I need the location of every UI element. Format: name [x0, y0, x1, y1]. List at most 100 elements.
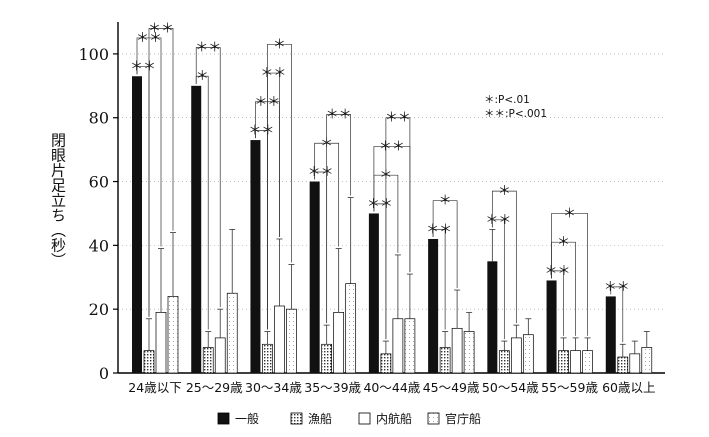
significance-bracket	[385, 117, 411, 340]
legend-label: 一般	[235, 411, 259, 426]
bar-solid	[487, 261, 498, 373]
significance-label: ＊	[439, 194, 452, 209]
bar-light	[582, 350, 593, 374]
bar-plain	[155, 312, 167, 374]
bar-dotted	[143, 350, 155, 374]
significance-label: ＊＊	[385, 111, 411, 126]
significance-label: ＊	[498, 184, 511, 199]
significance-legend-entry: ＊＊:P<.001	[484, 108, 547, 120]
bar-dotted	[202, 347, 214, 374]
bar-dotted	[262, 343, 273, 374]
x-tick-label: 60歳以上	[602, 380, 655, 395]
bar-solid	[546, 280, 557, 373]
significance-bracket	[610, 286, 624, 343]
legend-label: 官庁船	[445, 411, 481, 426]
x-tick-label: 40～44歳	[363, 380, 420, 395]
bar-solid	[428, 238, 439, 373]
bar-plain	[274, 305, 285, 374]
bar-plain	[570, 350, 581, 374]
axes: 0 20 40 60 80 100 24歳以下 25～29歳 30～34歳 35～39歳 40～44…	[78, 22, 665, 395]
bar-light	[167, 296, 179, 374]
x-tick-label: 50～54歳	[482, 380, 539, 395]
bars	[132, 76, 653, 374]
bar-dotted	[321, 343, 333, 374]
significance-label: ＊＊	[130, 60, 156, 75]
bar-light	[404, 318, 416, 374]
significance-bracket	[432, 200, 458, 289]
x-tick-label: 25～29歳	[186, 380, 243, 395]
significance-label: ＊＊	[545, 264, 571, 279]
x-tick-label: 45～49歳	[423, 380, 480, 395]
significance-bracket	[551, 213, 588, 336]
x-tick-label: 55～59歳	[541, 380, 598, 395]
bar-plain	[451, 327, 463, 374]
significance-bracket	[267, 43, 292, 330]
significance-label: ＊	[563, 206, 576, 221]
bar-dotted	[558, 350, 569, 374]
legend-swatch	[217, 412, 230, 425]
legend-swatch	[427, 412, 440, 425]
legend: 一般 漁船 内航船 官庁船	[217, 411, 481, 426]
significance-label: ＊	[273, 37, 286, 52]
legend-swatch	[358, 412, 371, 425]
y-tick-label: 0	[99, 364, 109, 383]
bar-plain	[510, 337, 522, 374]
bar-dotted	[498, 350, 510, 374]
significance-label: ＊＊	[367, 197, 393, 212]
bar-solid	[250, 140, 261, 373]
significance-legend-entry: ＊:P<.01	[484, 94, 530, 106]
significance-label: ＊	[557, 235, 570, 250]
y-tick-label: 100	[78, 45, 109, 64]
significance-bracket	[491, 190, 517, 324]
bar-solid	[368, 213, 379, 373]
bar-light	[641, 347, 653, 374]
x-tick-label: 30～34歳	[245, 380, 302, 395]
y-tick-label: 80	[89, 109, 109, 128]
bar-light	[286, 308, 297, 374]
significance-label: ＊＊	[426, 222, 452, 237]
bar-dotted	[617, 356, 629, 374]
significance-label: ＊＊	[485, 213, 511, 228]
y-tick-label: 60	[89, 173, 109, 192]
bar-plain	[214, 337, 226, 374]
significance-bracket	[148, 28, 174, 317]
significance-label: ＊	[196, 69, 209, 84]
significance-bracket	[195, 47, 221, 308]
legend-item: 一般	[217, 411, 259, 426]
bar-plain	[392, 318, 404, 374]
significance-label: ＊＊	[379, 139, 405, 154]
legend-item: 漁船	[290, 412, 332, 426]
legend-label: 内航船	[376, 411, 412, 426]
bar-plain	[333, 312, 345, 374]
significance-label: ＊＊	[195, 41, 221, 56]
x-tick-label: 24歳以下	[128, 380, 181, 395]
significance-label: ＊＊	[604, 280, 630, 295]
legend-item: 官庁船	[427, 411, 481, 426]
y-tick-label: 40	[89, 236, 109, 255]
bar-solid	[132, 76, 142, 373]
legend-swatch	[290, 412, 303, 425]
significance-annotations: ＊＊＊＊＊＊＊＊＊＊＊＊＊＊＊＊＊＊＊＊＊＊＊＊＊＊＊＊＊＊＊＊＊＊＊＊＊＊＊＊	[130, 21, 630, 343]
bar-light	[463, 331, 475, 374]
bar-dotted	[439, 347, 451, 374]
significance-label: ＊＊	[260, 66, 286, 81]
significance-label: ＊＊	[308, 165, 334, 180]
bar-light	[226, 292, 238, 374]
bar-light	[522, 334, 534, 374]
significance-bracket	[267, 72, 280, 330]
bar-plain	[629, 353, 641, 374]
significance-label: ＊＊	[148, 21, 174, 36]
bar-solid	[309, 181, 320, 373]
bar-dotted	[380, 353, 392, 374]
bar-solid	[605, 296, 616, 373]
significance-label: ＊＊	[248, 123, 274, 138]
y-axis-label: 閉眼片足立ち（秒）	[49, 133, 67, 268]
bar-solid	[191, 85, 202, 374]
y-tick-label: 20	[89, 300, 109, 319]
significance-bracket	[326, 114, 352, 324]
significance-legend: ＊:P<.01 ＊＊:P<.001	[484, 94, 547, 120]
legend-item: 内航船	[358, 411, 412, 426]
x-tick-label: 35～39歳	[304, 380, 361, 395]
legend-label: 漁船	[308, 412, 332, 426]
